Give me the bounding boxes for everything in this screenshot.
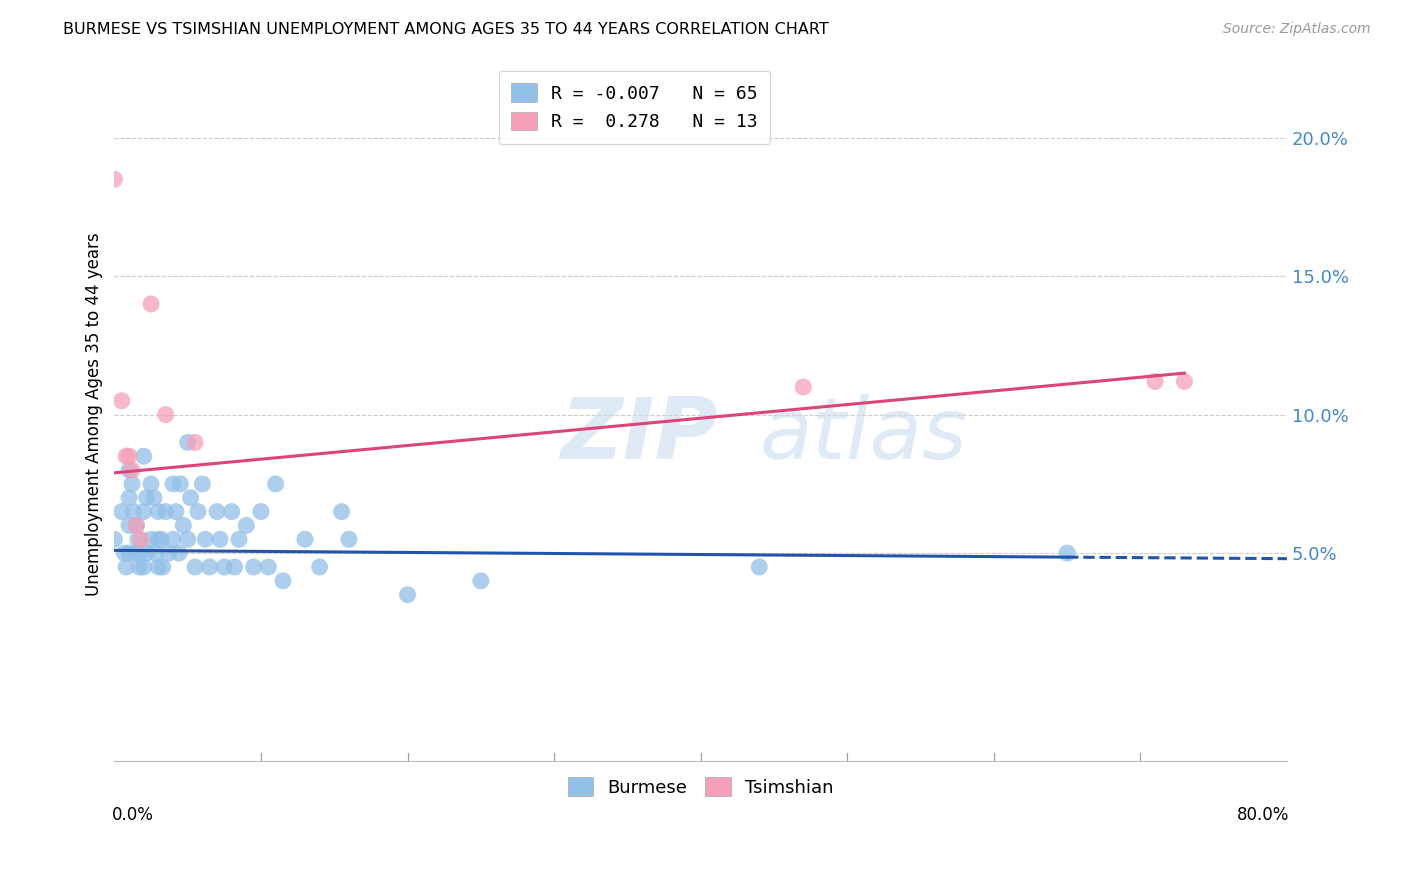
Point bbox=[294, 533, 316, 547]
Point bbox=[103, 533, 125, 547]
Point bbox=[143, 491, 166, 505]
Point bbox=[198, 560, 221, 574]
Point bbox=[125, 546, 148, 560]
Text: BURMESE VS TSIMSHIAN UNEMPLOYMENT AMONG AGES 35 TO 44 YEARS CORRELATION CHART: BURMESE VS TSIMSHIAN UNEMPLOYMENT AMONG … bbox=[63, 22, 830, 37]
Point bbox=[129, 546, 152, 560]
Point bbox=[208, 533, 231, 547]
Point bbox=[169, 476, 191, 491]
Point bbox=[172, 518, 194, 533]
Point bbox=[127, 533, 149, 547]
Point bbox=[180, 491, 202, 505]
Point bbox=[148, 560, 170, 574]
Point bbox=[139, 533, 162, 547]
Point bbox=[235, 518, 257, 533]
Point bbox=[330, 505, 353, 519]
Point bbox=[155, 408, 177, 422]
Point bbox=[1144, 375, 1167, 389]
Point bbox=[165, 505, 187, 519]
Point bbox=[111, 505, 134, 519]
Point bbox=[271, 574, 294, 588]
Point bbox=[162, 533, 184, 547]
Point bbox=[205, 505, 228, 519]
Point bbox=[129, 533, 152, 547]
Point bbox=[167, 546, 190, 560]
Point bbox=[103, 172, 125, 186]
Point bbox=[118, 546, 141, 560]
Point bbox=[114, 546, 136, 560]
Point bbox=[139, 297, 162, 311]
Point bbox=[264, 476, 287, 491]
Y-axis label: Unemployment Among Ages 35 to 44 years: Unemployment Among Ages 35 to 44 years bbox=[86, 233, 103, 597]
Point bbox=[132, 449, 155, 463]
Point bbox=[145, 546, 167, 560]
Point bbox=[115, 449, 138, 463]
Point bbox=[135, 491, 157, 505]
Point bbox=[396, 588, 419, 602]
Point bbox=[194, 533, 217, 547]
Point bbox=[1056, 546, 1078, 560]
Text: Source: ZipAtlas.com: Source: ZipAtlas.com bbox=[1223, 22, 1371, 37]
Point bbox=[118, 463, 141, 477]
Point bbox=[792, 380, 814, 394]
Text: atlas: atlas bbox=[759, 394, 967, 477]
Point bbox=[111, 393, 134, 408]
Point bbox=[214, 560, 236, 574]
Point bbox=[187, 505, 209, 519]
Text: ZIP: ZIP bbox=[560, 394, 717, 477]
Point bbox=[148, 533, 170, 547]
Text: 0.0%: 0.0% bbox=[112, 805, 153, 824]
Point bbox=[337, 533, 360, 547]
Point bbox=[184, 560, 207, 574]
Point bbox=[132, 560, 155, 574]
Point bbox=[470, 574, 492, 588]
Point bbox=[139, 476, 162, 491]
Point bbox=[191, 476, 214, 491]
Point bbox=[221, 505, 243, 519]
Point bbox=[118, 491, 141, 505]
Point bbox=[121, 463, 143, 477]
Point bbox=[132, 505, 155, 519]
Point bbox=[748, 560, 770, 574]
Point bbox=[224, 560, 246, 574]
Point bbox=[184, 435, 207, 450]
Point bbox=[155, 505, 177, 519]
Point bbox=[148, 505, 170, 519]
Point bbox=[125, 518, 148, 533]
Text: 80.0%: 80.0% bbox=[1237, 805, 1289, 824]
Point bbox=[150, 533, 173, 547]
Point bbox=[242, 560, 264, 574]
Point bbox=[257, 560, 280, 574]
Point bbox=[157, 546, 180, 560]
Point bbox=[128, 560, 150, 574]
Legend: Burmese, Tsimshian: Burmese, Tsimshian bbox=[561, 770, 841, 804]
Point bbox=[162, 476, 184, 491]
Point bbox=[152, 560, 174, 574]
Point bbox=[176, 435, 198, 450]
Point bbox=[118, 518, 141, 533]
Point bbox=[250, 505, 273, 519]
Point bbox=[308, 560, 330, 574]
Point bbox=[121, 476, 143, 491]
Point bbox=[125, 518, 148, 533]
Point bbox=[228, 533, 250, 547]
Point bbox=[135, 546, 157, 560]
Point bbox=[1173, 375, 1195, 389]
Point bbox=[122, 505, 145, 519]
Point bbox=[176, 533, 198, 547]
Point bbox=[115, 560, 138, 574]
Point bbox=[118, 449, 141, 463]
